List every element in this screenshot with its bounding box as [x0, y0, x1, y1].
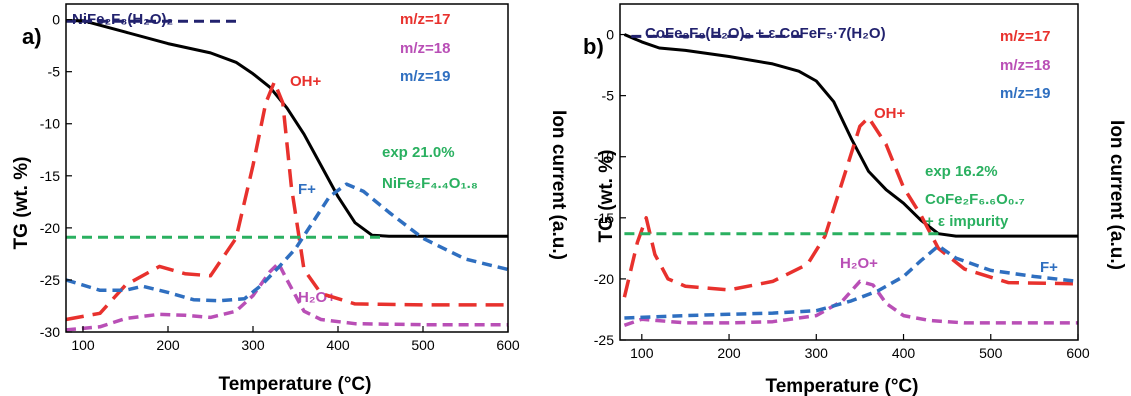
panel-b-y2label: Ion current (a.u.) [1106, 120, 1127, 270]
panel-b-ytick-label: -25 [594, 332, 614, 348]
panel-a-xtick-label: 300 [241, 337, 265, 353]
panel-a-composition-label: NiFe₂F₄.₄O₁.₈ [382, 175, 478, 192]
panel-b-oh-label: OH+ [874, 105, 906, 122]
panel-b-legend-mz19: m/z=19 [1000, 85, 1050, 102]
panel-a-ytick-label: -5 [48, 64, 61, 80]
panel-a-series-m-z-17 [65, 80, 508, 322]
panel-a-frame [65, 3, 509, 333]
panel-a-xtick-label: 600 [496, 337, 520, 353]
panel-a-sample-label: NiFe₂F₈(H₂O)₂ [72, 11, 173, 28]
panel-b-exp-label: exp 16.2% [925, 163, 998, 180]
panel-a-ytick-label: -30 [40, 324, 60, 340]
panel-b-legend-mz17: m/z=17 [1000, 28, 1050, 45]
panel-a-ylabel: TG (wt. %) [11, 157, 32, 250]
panel-b-h2o-label: H₂O+ [840, 255, 878, 272]
panel-a-legend-mz19: m/z=19 [400, 68, 450, 85]
panel-a-xtick-label: 100 [71, 337, 95, 353]
panel-a-legend-mz17: m/z=17 [400, 11, 450, 28]
panel-a-xtick-label: 400 [326, 337, 350, 353]
panel-a-fplus-label: F+ [298, 181, 316, 198]
panel-a-h2o-label: H₂O+ [298, 289, 336, 306]
panel-b-xtick-label: 300 [805, 345, 829, 361]
panel-b-label: b) [583, 34, 604, 59]
panel-b-plot: 100 200 300 400 500 600 0 -5 -10 -15 -20 -25 [594, 3, 1090, 361]
panel-b-xtick-label: 500 [979, 345, 1003, 361]
panel-b-ylabel: TG (wt. %) [596, 150, 617, 243]
panel-b-frame [619, 3, 1079, 341]
panel-b-xtick-label: 600 [1066, 345, 1090, 361]
panel-a-series-m-z-18 [65, 261, 508, 332]
panel-b-ytick-label: -15 [594, 210, 614, 226]
panel-b-ytick-label: 0 [606, 27, 614, 43]
panel-b-xtick-label: 200 [717, 345, 741, 361]
panel-a-exp-label: exp 21.0% [382, 144, 455, 161]
panel-b-fplus-label: F+ [1040, 259, 1058, 276]
panel-b-legend-mz18: m/z=18 [1000, 57, 1050, 74]
panel-b-xtick-label: 400 [892, 345, 916, 361]
panel-b-ytick-label: -10 [594, 149, 614, 165]
panel-a-ytick-label: -15 [40, 168, 60, 184]
panel-a-xtick-label: 200 [156, 337, 180, 353]
panel-b-series-m-z-19 [624, 244, 1079, 320]
panel-a-oh-label: OH+ [290, 73, 322, 90]
panel-a-label: a) [22, 24, 42, 49]
panel-a-ytick-label: -25 [40, 272, 60, 288]
panel-a-ytick-label: 0 [52, 12, 60, 28]
panel-a-legend-mz18: m/z=18 [400, 40, 450, 57]
panel-a-series-tg [66, 19, 508, 238]
panel-b-xlabel: Temperature (°C) [766, 376, 919, 396]
panel-b-ytick-label: -20 [594, 271, 614, 287]
panel-b-series-m-z-18 [623, 279, 1078, 327]
panel-a-xtick-label: 500 [411, 337, 435, 353]
panel-a-ytick-label: -10 [40, 116, 60, 132]
panel-a-plot: 100 200 300 400 500 600 0 -5 -10 -15 -20 -25 -30 [40, 3, 520, 353]
panel-b-series-tg [623, 33, 1078, 238]
panel-b-sample-label: CoFe₂F₈(H₂O)₂ + ε CoFeF₅·7(H₂O) [645, 25, 886, 42]
panel-b-ytick-label: -5 [602, 88, 615, 104]
panel-a-y2label: Ion current (a.u.) [548, 110, 569, 260]
panel-a-xlabel: Temperature (°C) [219, 374, 372, 395]
panel-b-composition-label: CoFe₂F₆.₆O₀.₇ [925, 191, 1025, 208]
panel-a-ytick-label: -20 [40, 220, 60, 236]
panel-b-xtick-label: 100 [630, 345, 654, 361]
panel-a-series-m-z-19 [65, 182, 509, 303]
panel-b-series-m-z-17 [622, 115, 1079, 298]
panel-b-impurity-label: + ε impurity [925, 213, 1009, 230]
